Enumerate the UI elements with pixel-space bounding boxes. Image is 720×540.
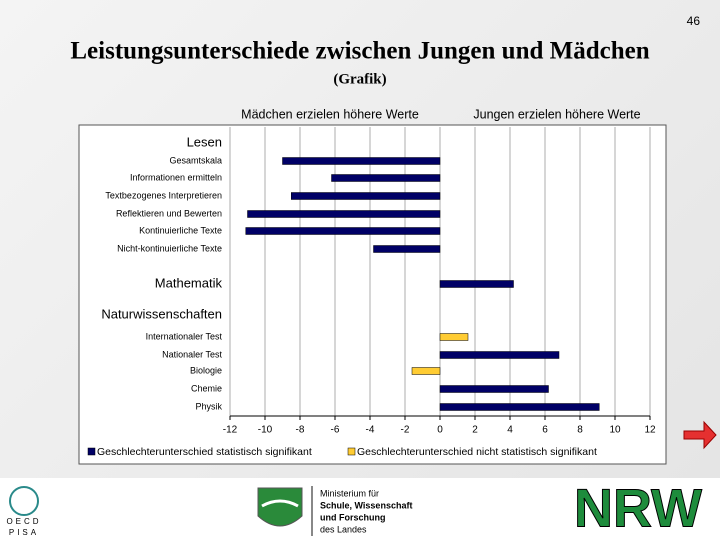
bar xyxy=(373,245,441,253)
bar xyxy=(439,280,514,288)
divider xyxy=(311,486,313,536)
bar xyxy=(439,385,549,393)
coat-of-arms xyxy=(257,487,303,527)
subtitle: (Grafik) xyxy=(333,71,386,87)
x-tick-label: 4 xyxy=(507,425,513,436)
group-label: Mathematik xyxy=(155,275,223,290)
category-label: Nationaler Test xyxy=(162,349,222,359)
bar xyxy=(439,351,560,359)
x-tick-label: -10 xyxy=(258,425,273,436)
x-tick-label: -6 xyxy=(331,425,340,436)
x-tick-label: 2 xyxy=(472,425,478,436)
x-tick-label: 0 xyxy=(437,425,443,436)
x-tick-label: -4 xyxy=(366,425,375,436)
category-label: Gesamtskala xyxy=(169,155,222,165)
x-tick-label: -8 xyxy=(296,425,305,436)
ministry-line: Ministerium für xyxy=(320,488,379,498)
page-number: 46 xyxy=(687,14,701,28)
coat-of-arms-river xyxy=(261,499,299,508)
bar xyxy=(245,227,441,235)
x-tick-label: -2 xyxy=(401,425,410,436)
x-tick-label: 8 xyxy=(577,425,583,436)
category-label: Physik xyxy=(195,401,222,411)
ministry-line: des Landes xyxy=(320,524,367,534)
right-header: Jungen erzielen höhere Werte xyxy=(473,107,640,121)
group-label: Lesen xyxy=(187,134,222,149)
category-label: Chemie xyxy=(191,383,222,393)
ministry-line: Schule, Wissenschaft xyxy=(320,500,412,510)
next-arrow[interactable] xyxy=(683,420,717,450)
category-label: Biologie xyxy=(190,365,222,375)
bar xyxy=(439,333,469,341)
bar xyxy=(411,367,441,375)
x-tick-label: 12 xyxy=(644,425,656,436)
category-label: Informationen ermitteln xyxy=(130,172,222,182)
legend-swatch xyxy=(87,447,96,456)
slide-title: Leistungsunterschiede zwischen Jungen un… xyxy=(70,38,649,65)
category-label: Textbezogenes Interpretieren xyxy=(105,190,222,200)
nrw-logo: NRW xyxy=(574,478,702,538)
footer-band xyxy=(0,478,720,540)
legend-label: Geschlechterunterschied nicht statistisc… xyxy=(357,446,597,458)
x-tick-label: 6 xyxy=(542,425,548,436)
x-tick-label: -12 xyxy=(223,425,238,436)
category-label: Reflektieren und Bewerten xyxy=(116,208,222,218)
bar xyxy=(439,403,600,411)
group-label: Naturwissenschaften xyxy=(101,306,222,321)
x-tick-label: 10 xyxy=(609,425,621,436)
left-header: Mädchen erzielen höhere Werte xyxy=(241,107,419,121)
oecd-text: OECD xyxy=(6,517,41,526)
bar xyxy=(291,192,441,200)
legend-swatch xyxy=(347,447,356,456)
ministry-line: und Forschung xyxy=(320,512,386,522)
oecd-logo xyxy=(9,486,39,516)
bar xyxy=(282,157,441,165)
category-label: Kontinuierliche Texte xyxy=(139,225,222,235)
pisa-text: PISA xyxy=(9,528,39,537)
bar xyxy=(331,174,441,182)
bar xyxy=(247,210,441,218)
plot: -12 -10 -8 -6 -4 -2 0 2 4 6 8 10 12 Lesen Gesamtskala I… xyxy=(87,127,656,458)
legend-label: Geschlechterunterschied statistisch sign… xyxy=(97,446,312,458)
category-label: Nicht-kontinuierliche Texte xyxy=(117,243,222,253)
category-label: Internationaler Test xyxy=(146,331,223,341)
